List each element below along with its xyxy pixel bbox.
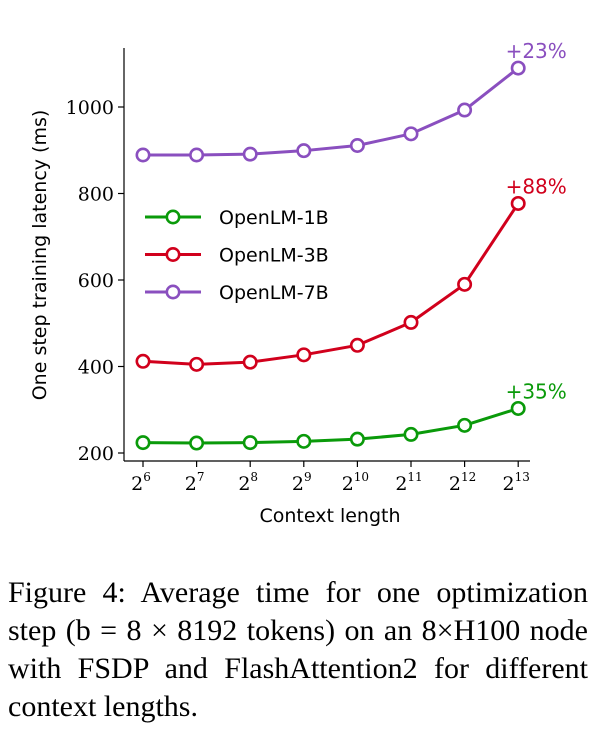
figure-caption: Figure 4: Average time for one optimizat… [8,576,588,723]
data-point [510,60,526,76]
x-tick-label: 28 [238,470,258,495]
x-tick-label: 27 [185,470,205,495]
data-point [242,435,258,451]
data-point [189,356,205,372]
percent-annotation: +88% [506,174,567,198]
data-point [296,143,312,159]
data-point [349,431,365,447]
y-tick-label: 1000 [66,97,114,119]
data-point [403,426,419,442]
legend-label: OpenLM-7B [219,282,329,304]
series-line-openlm-3b [142,202,520,366]
x-tick-label: 211 [395,470,422,495]
series-line-openlm-1b [142,407,519,445]
data-point [135,147,151,163]
data-point [242,146,258,162]
x-tick-label: 26 [131,470,151,495]
series-line-openlm-7b [143,66,520,157]
y-axis-label: One step training latency (ms) [29,110,51,401]
x-tick-label: 29 [292,470,312,495]
data-point [457,276,473,292]
data-point [189,147,205,163]
data-point [135,435,151,451]
y-tick-label: 800 [78,184,114,206]
data-point [457,102,473,118]
latency-chart: 200 400 600 800 1000 26 27 28 29 210 211 212 213 +35… [29,39,567,527]
data-point [510,400,526,416]
data-point [296,347,312,363]
data-point [242,354,258,370]
data-point [349,337,365,353]
data-point [510,195,526,211]
x-tick-label: 212 [449,470,476,495]
x-axis-label: Context length [259,505,400,527]
data-point [135,353,151,369]
legend: OpenLM-1B OpenLM-3B OpenLM-7B [145,207,329,304]
series-lines: +35% +88% +23% [135,39,567,451]
y-tick-label: 400 [78,357,114,379]
x-tick-label: 213 [503,470,530,495]
percent-annotation: +35% [506,379,567,403]
data-point [349,137,365,153]
data-point [403,314,419,330]
legend-marker [165,247,181,263]
legend-label: OpenLM-1B [219,207,329,229]
data-point [189,435,205,451]
legend-marker [165,284,181,300]
data-point [403,126,419,142]
x-tick-label: 210 [342,470,369,495]
percent-annotation: +23% [506,39,567,63]
y-tick-label: 200 [78,443,114,465]
data-point [457,417,473,433]
legend-marker [165,209,181,225]
data-point [296,433,312,449]
y-tick-label: 600 [78,270,114,292]
legend-label: OpenLM-3B [219,245,329,267]
axes: 200 400 600 800 1000 26 27 28 29 210 211 212 213 [66,48,530,495]
